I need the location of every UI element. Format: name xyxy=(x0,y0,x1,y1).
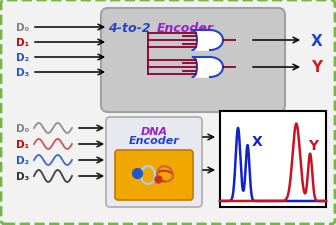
FancyBboxPatch shape xyxy=(115,150,193,200)
Text: D₀: D₀ xyxy=(16,23,29,33)
Text: D₁: D₁ xyxy=(16,38,29,48)
Text: 4-to-2: 4-to-2 xyxy=(108,22,155,35)
Text: X: X xyxy=(311,33,323,48)
Polygon shape xyxy=(193,58,223,78)
Bar xyxy=(220,112,326,207)
Text: Encoder: Encoder xyxy=(129,135,179,145)
Text: Encoder: Encoder xyxy=(157,22,214,35)
Text: D₃: D₃ xyxy=(16,68,29,78)
Text: D₃: D₃ xyxy=(16,171,29,181)
Text: D₂: D₂ xyxy=(16,155,29,165)
Text: D₀: D₀ xyxy=(16,124,29,133)
FancyBboxPatch shape xyxy=(106,117,202,207)
Text: D₁: D₁ xyxy=(16,139,29,149)
Text: X: X xyxy=(252,134,262,148)
Text: D₂: D₂ xyxy=(16,53,29,63)
Polygon shape xyxy=(193,31,223,51)
Text: Y: Y xyxy=(308,138,318,152)
Text: DNA: DNA xyxy=(140,126,168,136)
Text: Y: Y xyxy=(311,60,323,75)
FancyBboxPatch shape xyxy=(101,9,285,112)
